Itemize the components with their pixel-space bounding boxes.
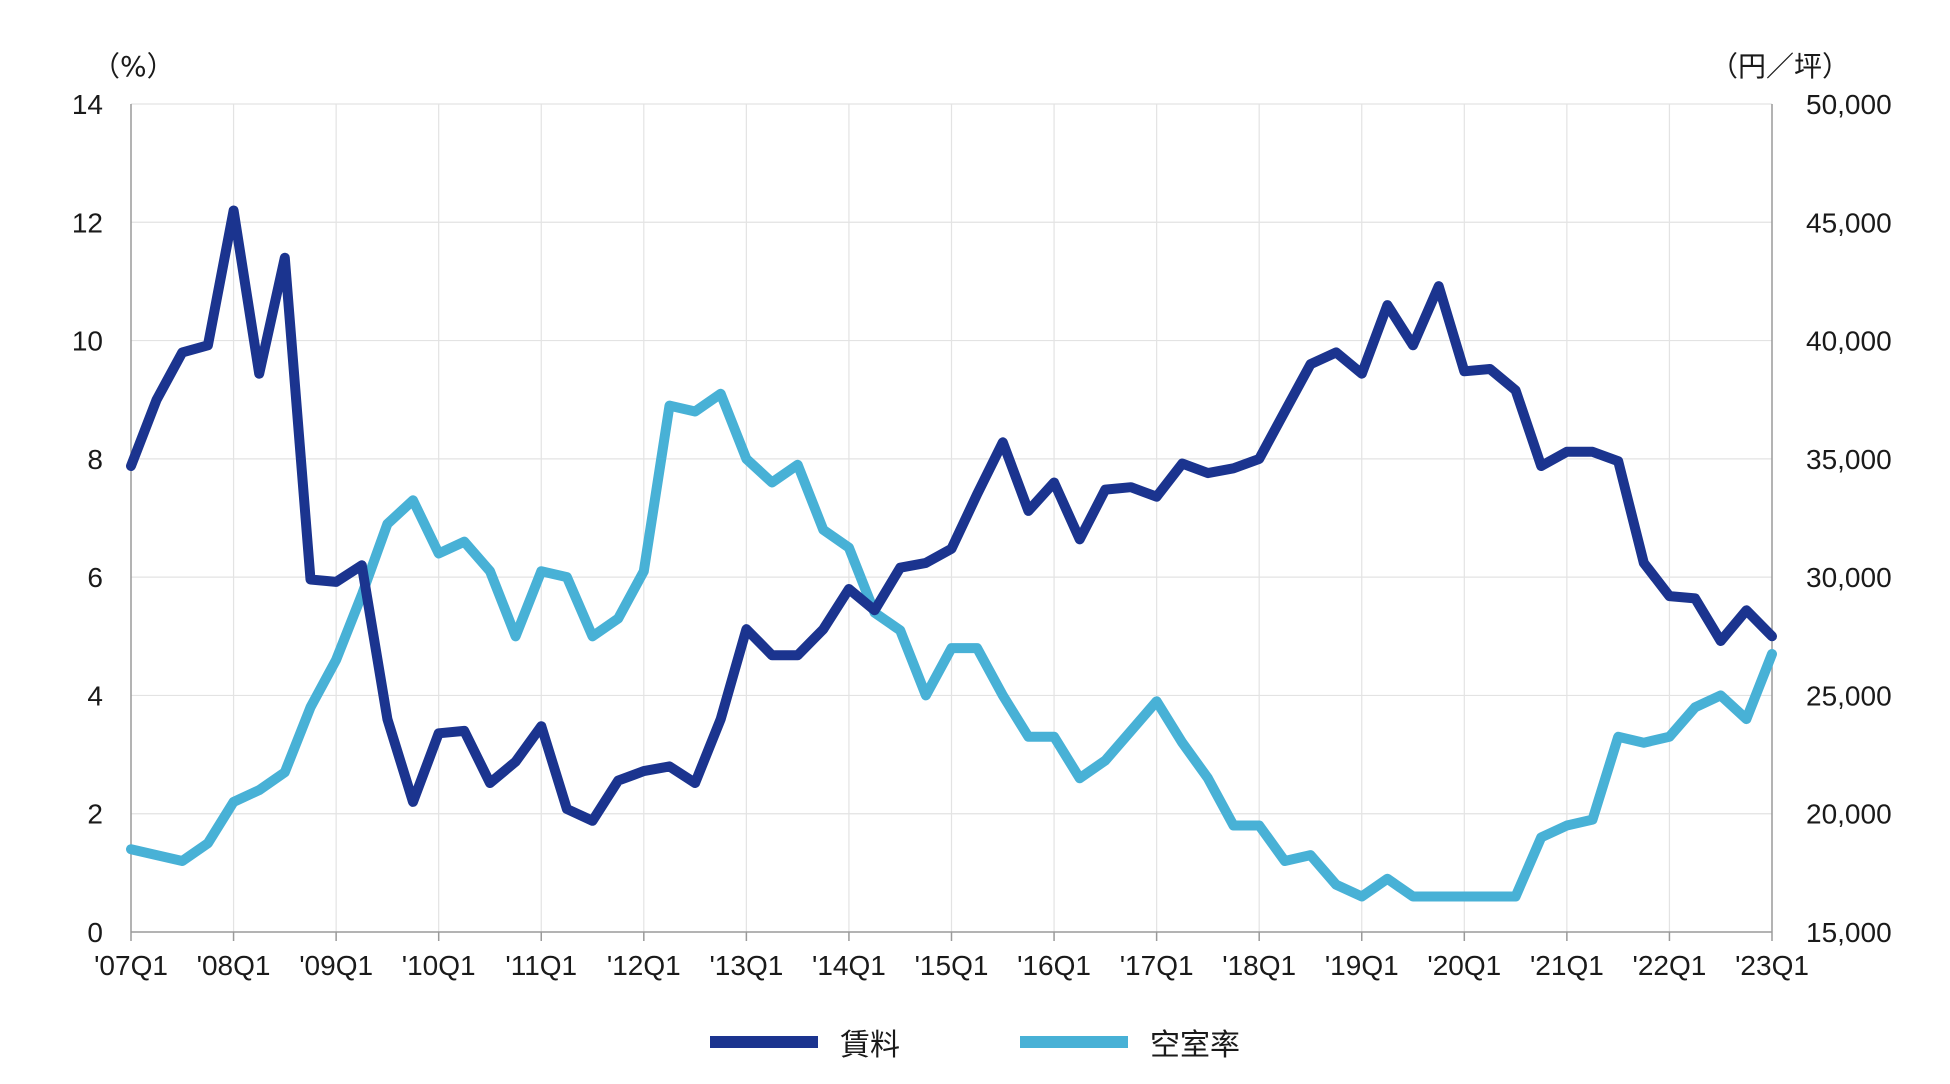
series-line-vacancy — [126, 388, 1777, 902]
legend-label-vacancy: 空室率 — [1150, 1028, 1240, 1063]
x-axis-tick-label: '07Q1 — [94, 950, 168, 981]
legend-label-rent: 賃料 — [840, 1028, 900, 1063]
x-axis-tick-label: '13Q1 — [709, 950, 783, 981]
legend: 賃料 空室率 — [0, 1018, 1950, 1066]
right-axis-tick-label: 40,000 — [1806, 326, 1892, 357]
axis-labels: （%） （円／坪） 0 15,000 2 20,000 4 25,000 6 30,000 8 3… — [72, 50, 1892, 981]
left-axis-unit-label: （%） — [92, 50, 175, 83]
left-axis-tick-label: 6 — [87, 562, 103, 593]
legend-swatch-rent — [710, 1036, 818, 1048]
right-axis-unit-label: （円／坪） — [1710, 50, 1850, 83]
left-axis-tick-label: 0 — [87, 917, 103, 948]
x-axis-tick-label: '10Q1 — [402, 950, 476, 981]
series-line-rent — [126, 205, 1777, 826]
x-axis-tick-label: '20Q1 — [1427, 950, 1501, 981]
x-axis-tick-label: '11Q1 — [505, 950, 577, 981]
x-axis-tick-label: '09Q1 — [299, 950, 373, 981]
x-axis-tick-label: '22Q1 — [1633, 950, 1707, 981]
axes — [130, 104, 1773, 941]
x-axis-tick-label: '23Q1 — [1735, 950, 1809, 981]
legend-swatch-vacancy — [1020, 1036, 1128, 1048]
x-axis-tick-label: '19Q1 — [1325, 950, 1399, 981]
x-axis-tick-label: '15Q1 — [915, 950, 989, 981]
x-axis-tick-label: '12Q1 — [607, 950, 681, 981]
x-axis-tick-label: '17Q1 — [1120, 950, 1194, 981]
right-axis-tick-label: 15,000 — [1806, 917, 1892, 948]
right-axis-tick-label: 35,000 — [1806, 444, 1892, 475]
left-axis-tick-label: 8 — [87, 444, 103, 475]
x-axis-tick-label: '18Q1 — [1222, 950, 1296, 981]
left-axis-tick-label: 14 — [72, 89, 103, 120]
legend-item-rent: 賃料 — [710, 1020, 900, 1064]
right-axis-tick-label: 20,000 — [1806, 799, 1892, 830]
x-axis-tick-label: '16Q1 — [1017, 950, 1091, 981]
x-axis-tick-label: '21Q1 — [1530, 950, 1604, 981]
left-axis-tick-label: 2 — [87, 799, 103, 830]
gridlines — [131, 103, 1772, 932]
x-axis-tick-label: '08Q1 — [197, 950, 271, 981]
right-axis-tick-label: 50,000 — [1806, 89, 1892, 120]
legend-item-vacancy: 空室率 — [1020, 1020, 1240, 1064]
left-axis-tick-label: 4 — [87, 680, 103, 711]
x-axis-tick-label: '14Q1 — [812, 950, 886, 981]
right-axis-tick-label: 25,000 — [1806, 680, 1892, 711]
right-axis-tick-label: 30,000 — [1806, 562, 1892, 593]
right-axis-tick-label: 45,000 — [1806, 207, 1892, 238]
left-axis-tick-label: 10 — [72, 326, 103, 357]
series-lines — [126, 205, 1777, 902]
left-axis-tick-label: 12 — [72, 207, 103, 238]
